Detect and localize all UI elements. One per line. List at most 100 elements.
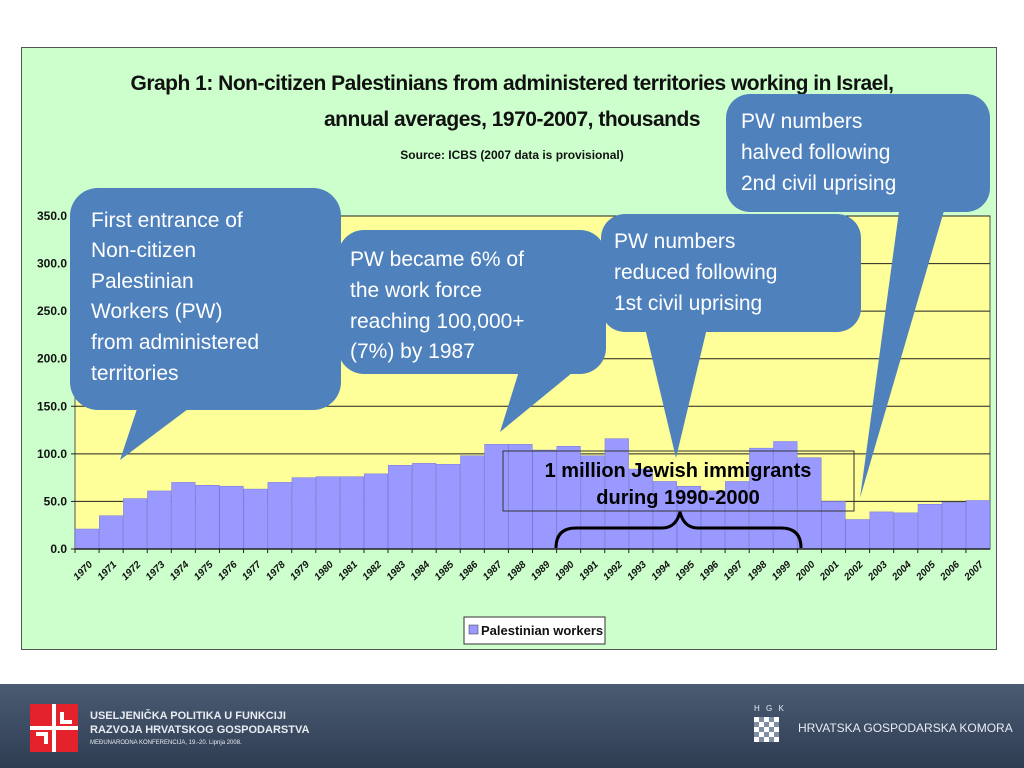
x-tick-label-1971: 1971 xyxy=(96,559,120,583)
x-tick-label-1977: 1977 xyxy=(240,559,264,583)
x-tick-label-1970: 1970 xyxy=(72,559,96,583)
bar-1986 xyxy=(460,455,485,550)
legend-label: Palestinian workers xyxy=(481,623,603,638)
x-tick-label-1994: 1994 xyxy=(650,559,674,583)
legend-swatch xyxy=(468,624,479,635)
checker-square xyxy=(759,722,764,727)
y-axis: 0.0 50.0 100.0 150.0 200.0 250.0 300.0 350.0 xyxy=(37,209,75,556)
callout-1-line-6: territories xyxy=(91,362,179,385)
chart-source: Source: ICBS (2007 data is provisional) xyxy=(400,148,624,162)
bar-1977 xyxy=(243,488,268,550)
x-tick-label-1984: 1984 xyxy=(409,559,433,583)
x-tick-label-1980: 1980 xyxy=(312,559,336,583)
callout-3-line-2: reduced following xyxy=(614,261,777,284)
x-tick-label-2000: 2000 xyxy=(793,559,818,584)
callout-3-line-1: PW numbers xyxy=(614,230,735,253)
callout-1-line-4: Workers (PW) xyxy=(91,300,222,323)
hgk-abbrev: H G K xyxy=(754,704,786,713)
x-tick-label-1988: 1988 xyxy=(505,559,529,583)
callout-3-line-3: 1st civil uprising xyxy=(614,292,762,315)
x-tick-label-1986: 1986 xyxy=(457,559,481,583)
x-tick-label-1975: 1975 xyxy=(192,559,216,583)
x-tick-label-1998: 1998 xyxy=(746,559,770,583)
y-tick-label: 0.0 xyxy=(50,542,67,556)
y-tick-label: 50.0 xyxy=(44,494,68,508)
bar-1985 xyxy=(436,464,461,550)
bar-2007 xyxy=(965,500,991,550)
hgk-name: HRVATSKA GOSPODARSKA KOMORA xyxy=(798,721,1013,735)
checker-square xyxy=(759,717,764,722)
callout-2-line-3: reaching 100,000+ xyxy=(350,310,525,333)
checker-square xyxy=(759,727,764,732)
callout-work-force: PW became 6% of the work force reaching … xyxy=(338,230,606,432)
y-tick-label: 350.0 xyxy=(37,209,67,223)
checker-square xyxy=(759,737,764,742)
x-tick-label-1983: 1983 xyxy=(385,559,409,583)
conference-logo xyxy=(30,704,78,752)
y-tick-label: 100.0 xyxy=(37,447,67,461)
callout-first-uprising: PW numbers reduced following 1st civil u… xyxy=(601,214,861,458)
callout-2-line-2: the work force xyxy=(350,279,482,302)
callout-4-line-1: PW numbers xyxy=(741,110,862,133)
legend: Palestinian workers xyxy=(463,616,606,645)
x-axis: 1970 1971 1972 1973 1974 1975 1976 1977 1978 1979… xyxy=(72,548,990,584)
checker-square xyxy=(754,717,759,722)
callout-4-line-3: 2nd civil uprising xyxy=(741,172,896,195)
x-tick-label-1997: 1997 xyxy=(722,559,746,583)
checker-square xyxy=(774,737,779,742)
callout-second-uprising: PW numbers halved following 2nd civil up… xyxy=(726,94,990,498)
x-tick-label-1993: 1993 xyxy=(625,559,649,583)
x-tick-label-1978: 1978 xyxy=(264,559,288,583)
bar-1982 xyxy=(363,473,389,550)
x-tick-label-1973: 1973 xyxy=(144,559,168,583)
checker-square xyxy=(774,732,779,737)
bar-2002 xyxy=(845,519,870,550)
checker-square xyxy=(774,722,779,727)
immigrants-annotation: 1 million Jewish immigrants during 1990-… xyxy=(502,450,855,549)
x-tick-label-2002: 2002 xyxy=(841,559,866,584)
bar-1980 xyxy=(315,476,340,550)
checker-square xyxy=(774,717,779,722)
callout-1-line-5: from administered xyxy=(91,331,259,354)
immigrants-line-1: 1 million Jewish immigrants xyxy=(545,460,812,482)
footer-bar: USELJENIČKA POLITIKA U FUNKCIJI RAZVOJA … xyxy=(0,684,1024,768)
checker-square xyxy=(759,732,764,737)
x-tick-label-1999: 1999 xyxy=(770,559,794,583)
checker-square xyxy=(769,727,774,732)
hgk-checkerboard-logo xyxy=(754,717,779,742)
x-tick-label-1979: 1979 xyxy=(288,559,312,583)
bar-1971 xyxy=(99,515,124,550)
bar-2006 xyxy=(941,502,966,550)
x-tick-label-1989: 1989 xyxy=(529,559,553,583)
x-tick-label-2006: 2006 xyxy=(938,559,963,584)
callout-2-line-1: PW became 6% of xyxy=(350,248,524,271)
x-tick-label-1974: 1974 xyxy=(168,559,192,583)
x-tick-label-1996: 1996 xyxy=(698,559,722,583)
immigrants-brace xyxy=(554,511,803,549)
bars xyxy=(74,438,991,550)
checker-square xyxy=(764,732,769,737)
x-tick-label-2007: 2007 xyxy=(962,559,987,584)
chart-svg: 0.0 50.0 100.0 150.0 200.0 250.0 300.0 350.0 19… xyxy=(37,94,991,645)
checker-square xyxy=(769,722,774,727)
conference-subtitle: MEĐUNARODNA KONFERENCIJA, 19.-20. Lipnja… xyxy=(90,740,242,746)
bar-1972 xyxy=(123,498,148,550)
checker-square xyxy=(774,727,779,732)
x-tick-label-1972: 1972 xyxy=(120,559,144,583)
checker-square xyxy=(754,737,759,742)
x-tick-label-1976: 1976 xyxy=(216,559,240,583)
x-tick-label-1995: 1995 xyxy=(674,559,698,583)
checker-square xyxy=(764,727,769,732)
callout-2-line-4: (7%) by 1987 xyxy=(350,340,475,363)
checker-square xyxy=(764,717,769,722)
conference-title-line-2: RAZVOJA HRVATSKOG GOSPODARSTVA xyxy=(90,724,310,736)
x-tick-label-1981: 1981 xyxy=(337,559,361,583)
bar-2003 xyxy=(869,511,894,550)
bar-1981 xyxy=(339,476,364,550)
immigrants-line-2: during 1990-2000 xyxy=(596,487,759,509)
bar-1970 xyxy=(74,528,100,550)
x-tick-label-2005: 2005 xyxy=(914,559,939,584)
x-tick-label-1991: 1991 xyxy=(577,559,601,583)
y-tick-label: 150.0 xyxy=(37,399,67,413)
